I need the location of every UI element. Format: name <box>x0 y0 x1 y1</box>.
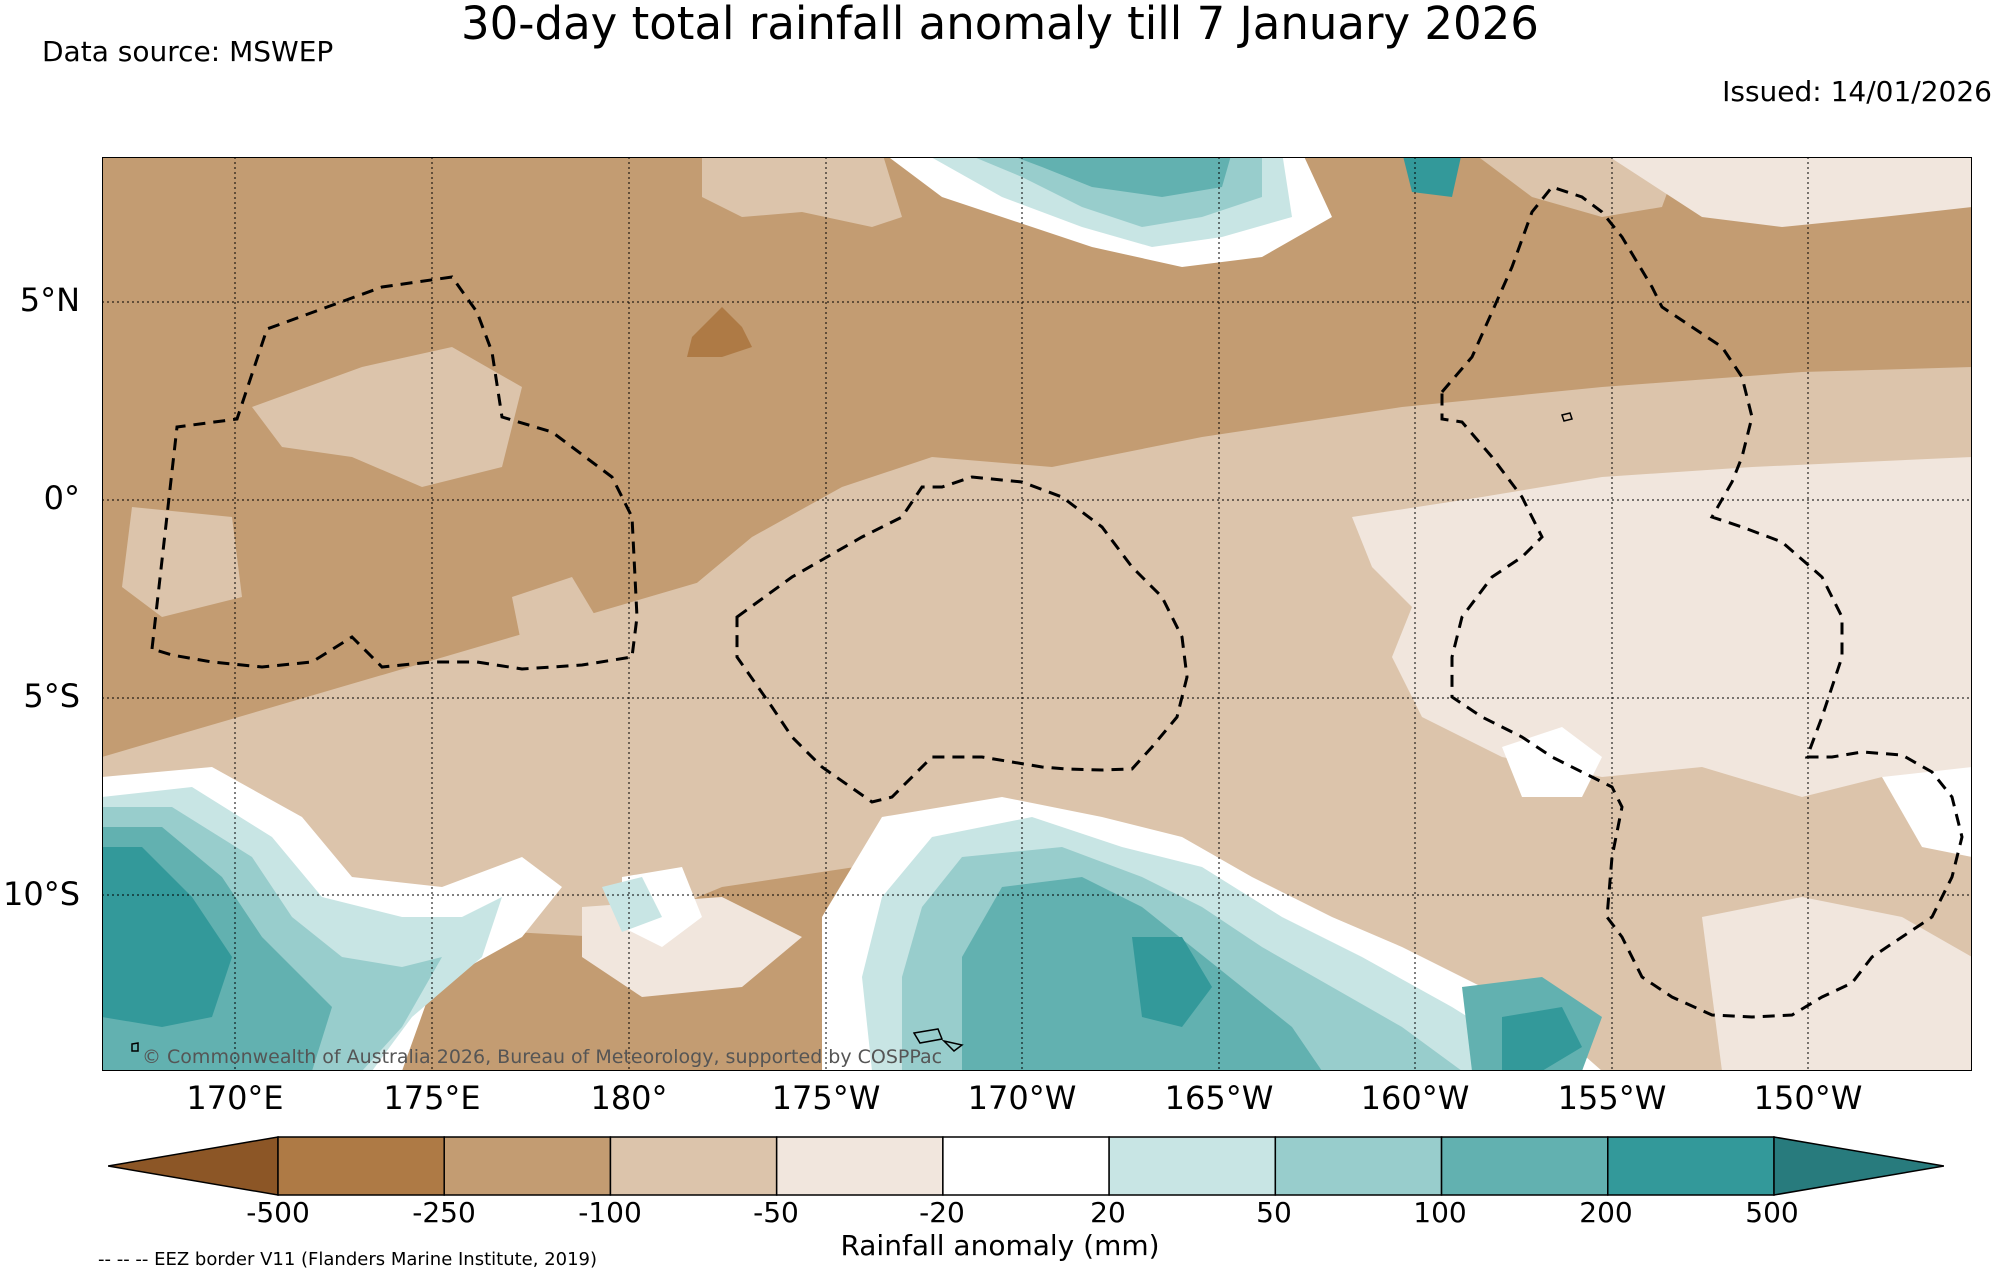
colorbar-segment <box>1108 1136 1277 1196</box>
map-frame <box>102 157 1972 1071</box>
colorbar-tick: 500 <box>1745 1196 1799 1229</box>
map-gridlines <box>102 157 1972 1071</box>
colorbar-extend-low <box>108 1136 279 1196</box>
colorbar-segment <box>942 1136 1110 1196</box>
band-minus-250-to-minus-500 <box>687 307 752 357</box>
colorbar-tick: 100 <box>1413 1196 1467 1229</box>
map-title: 30-day total rainfall anomaly till 7 Jan… <box>461 0 1539 50</box>
lat-label-0: 0° <box>43 479 80 517</box>
colorbar <box>108 1136 1944 1196</box>
lon-label-160w: 160°W <box>1360 1079 1470 1117</box>
colorbar-tick: -250 <box>412 1196 476 1229</box>
lon-label-180: 180° <box>590 1079 668 1117</box>
issued-date: Issued: 14/01/2026 <box>1722 75 1992 108</box>
lat-label-10s: 10°S <box>2 875 80 913</box>
lon-label-165w: 165°W <box>1164 1079 1274 1117</box>
colorbar-tick: 200 <box>1579 1196 1633 1229</box>
colorbar-segment <box>277 1136 445 1196</box>
colorbar-segments <box>277 1136 1775 1196</box>
colorbar-tick: -100 <box>578 1196 642 1229</box>
colorbar-tick: -500 <box>246 1196 310 1229</box>
band-200-to-500 <box>102 157 1582 1071</box>
lat-label-5n: 5°N <box>19 281 80 319</box>
island-outlines <box>131 412 1573 1052</box>
colorbar-segment <box>775 1136 944 1196</box>
colorbar-segment <box>1274 1136 1443 1196</box>
lon-label-170e: 170°E <box>186 1079 284 1117</box>
colorbar-tick: 20 <box>1090 1196 1126 1229</box>
colorbar-tick: -50 <box>753 1196 799 1229</box>
lon-label-175e: 175°E <box>383 1079 481 1117</box>
colorbar-label: Rainfall anomaly (mm) <box>840 1229 1160 1262</box>
copyright-notice: © Commonwealth of Australia 2026, Bureau… <box>142 1046 943 1068</box>
eez-legend-note: -- -- -- EEZ border V11 (Flanders Marine… <box>98 1249 598 1270</box>
rainfall-anomaly-map <box>102 157 1972 1071</box>
lon-label-175w: 175°W <box>771 1079 881 1117</box>
lon-label-150w: 150°W <box>1753 1079 1863 1117</box>
colorbar-segment <box>609 1136 778 1196</box>
colorbar-segment <box>1607 1136 1775 1196</box>
colorbar-tick: -20 <box>919 1196 965 1229</box>
colorbar-extend-high <box>1773 1136 1944 1196</box>
lon-label-155w: 155°W <box>1557 1079 1667 1117</box>
eez-borders <box>150 185 1964 1019</box>
colorbar-segment <box>443 1136 612 1196</box>
lat-label-5s: 5°S <box>23 677 80 715</box>
colorbar-tick: 50 <box>1256 1196 1292 1229</box>
data-source: Data source: MSWEP <box>42 35 334 68</box>
colorbar-segment <box>1440 1136 1609 1196</box>
lon-label-170w: 170°W <box>967 1079 1077 1117</box>
